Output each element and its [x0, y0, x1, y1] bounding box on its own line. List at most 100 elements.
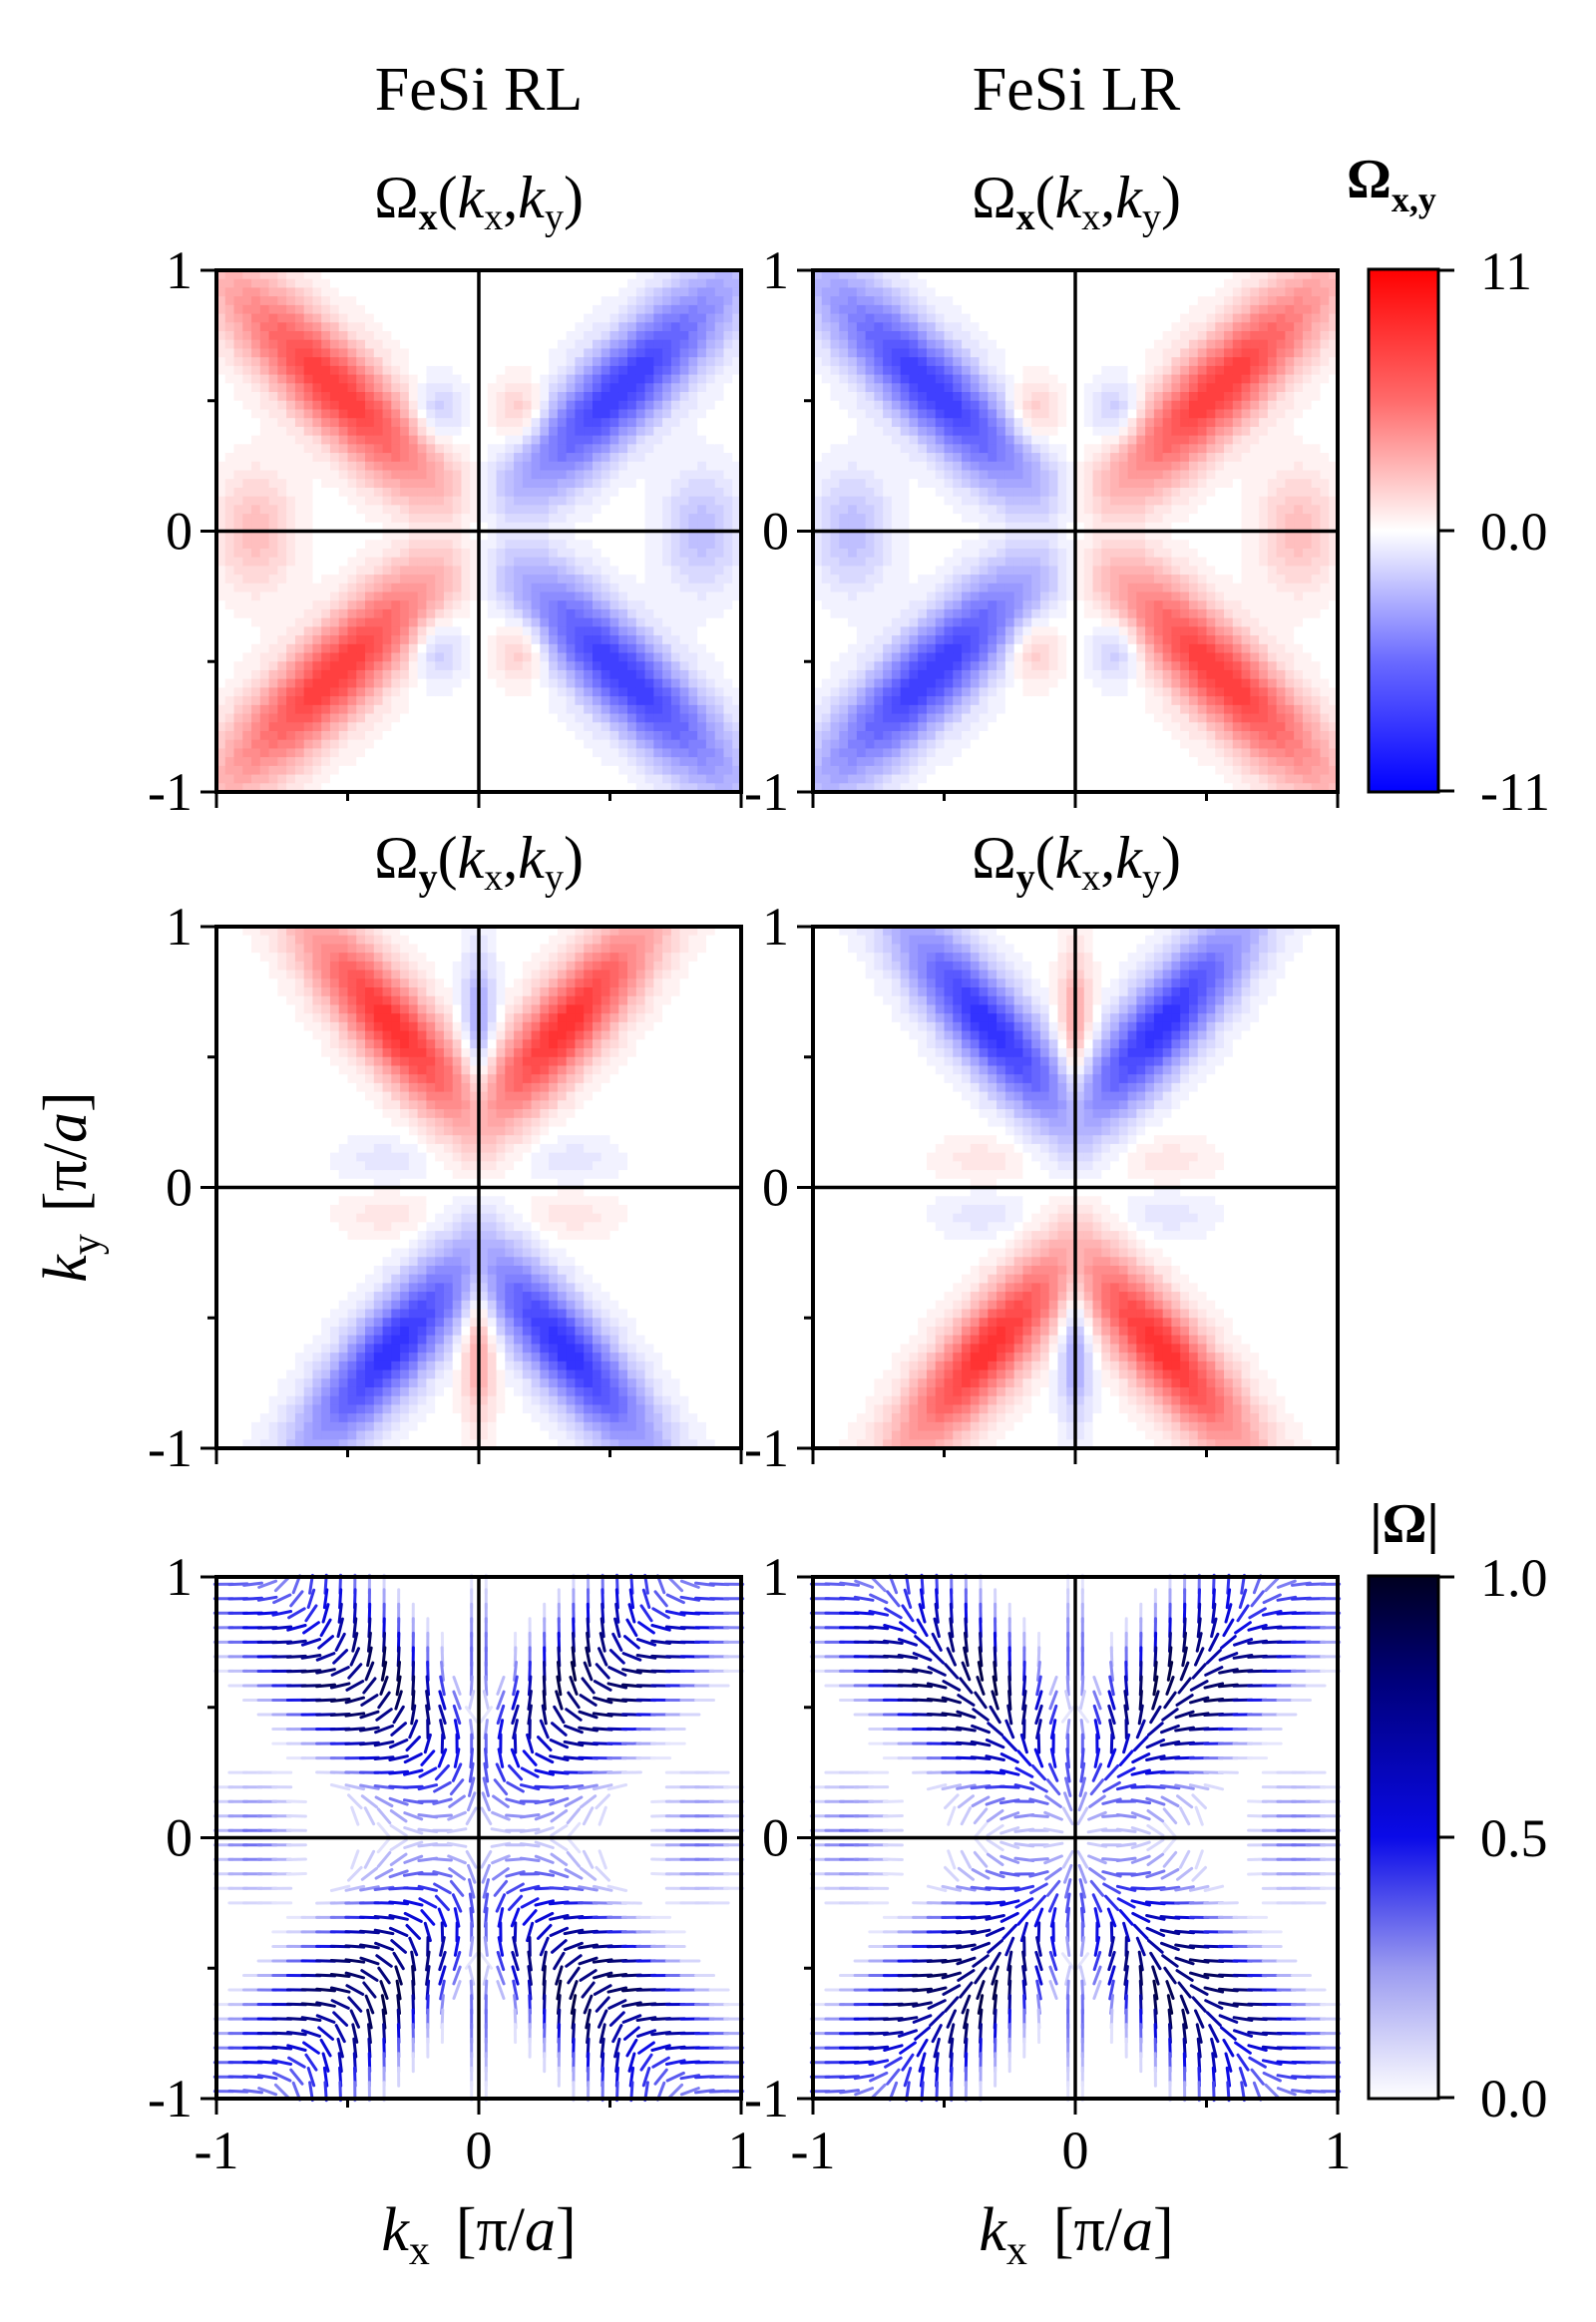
vector-arrow [1016, 1749, 1032, 1766]
vector-arrow [447, 1810, 467, 1821]
vector-arrow [961, 1661, 972, 1682]
vector-arrow [570, 1994, 578, 2015]
vector-arrow [1102, 1780, 1121, 1793]
vector-arrow [493, 1778, 509, 1796]
vector-arrow [304, 1604, 318, 1623]
vector-arrow [513, 1921, 518, 1943]
vector-arrow [964, 1631, 969, 1653]
vector-arrow [839, 2089, 860, 2095]
vector-arrow [1138, 1690, 1143, 1711]
vector-arrow [580, 1794, 598, 1809]
vector-arrow [1006, 1950, 1013, 1972]
vector-arrow [625, 1618, 638, 1638]
vector-arrow [452, 1950, 462, 1972]
vector-arrow [317, 2026, 334, 2041]
vector-arrow [611, 1632, 623, 1652]
vector-arrow [1203, 1783, 1225, 1791]
vector-arrow [1042, 1827, 1064, 1834]
vector-arrow [1079, 1761, 1086, 1783]
vector-arrow [271, 2059, 293, 2066]
vector-arrow [1194, 2009, 1205, 2029]
vector-arrow [1204, 1666, 1224, 1677]
vector-arrow [329, 1682, 351, 1690]
vector-arrow [469, 1675, 474, 1697]
vector-arrow [971, 1868, 991, 1880]
vector-arrow [1101, 1797, 1122, 1805]
vector-arrow [1178, 1806, 1191, 1826]
vector-arrow [1109, 1921, 1114, 1943]
vector-arrow [897, 2029, 918, 2038]
vector-arrow [423, 1921, 432, 1943]
vector-arrow [1021, 1675, 1027, 1697]
vector-arrow [302, 2041, 320, 2055]
vector-arrow [956, 1783, 977, 1790]
vector-arrow [1218, 2014, 1239, 2024]
vector-arrow [549, 1796, 570, 1806]
vector-arrow [912, 1987, 933, 1993]
vector-arrow [1060, 1706, 1075, 1724]
vector-arrow [1021, 1690, 1027, 1711]
vector-arrow [621, 1668, 642, 1675]
col-title-rl: FeSi RL [375, 56, 583, 124]
vector-arrow [1189, 1984, 1209, 1996]
vector-arrow [929, 1649, 946, 1665]
vector-arrow [1146, 1823, 1165, 1837]
vector-arrow [395, 1675, 402, 1697]
vector-arrow [1174, 1710, 1195, 1720]
vector-arrow [446, 1841, 468, 1848]
axes-r2-c0-ytick-0: 1 [166, 1547, 193, 1607]
vector-arrow [985, 1796, 1005, 1806]
vector-arrow [1013, 1884, 1035, 1892]
vector-arrow [1108, 1936, 1115, 1957]
svg-text:Ωx(kx,ky): Ωx(kx,ky) [374, 165, 584, 238]
axes-r1-c0 [200, 925, 743, 1464]
vector-arrow [1224, 1603, 1233, 1624]
vector-arrow [329, 1973, 351, 1978]
vector-arrow [1176, 1794, 1194, 1809]
vector-arrow [1189, 1696, 1210, 1705]
vector-arrow [1101, 1870, 1122, 1878]
vector-arrow [483, 1936, 489, 1957]
vector-arrow [351, 1632, 359, 1653]
vector-arrow [1189, 1971, 1210, 1980]
vector-arrow [1218, 2001, 1239, 2008]
vector-arrow [582, 1806, 595, 1826]
axes-r2-c1-ytick-1: 0 [762, 1808, 789, 1868]
vector-arrow [420, 1749, 436, 1766]
vector-arrow [376, 1850, 392, 1868]
vector-arrow [1247, 2044, 1268, 2052]
vector-arrow [349, 1647, 360, 1667]
colorbar-omega-xy-label-min: -11 [1480, 762, 1550, 822]
vector-arrow [1195, 1632, 1203, 1653]
vector-arrow [901, 2053, 915, 2072]
vector-arrow [1064, 1892, 1071, 1914]
vector-arrow [623, 1635, 640, 1650]
vector-arrow [1145, 1739, 1166, 1749]
vector-arrow [527, 1950, 533, 1972]
vector-arrow [373, 1915, 395, 1920]
vector-arrow [1107, 1950, 1116, 1972]
vector-arrow [926, 1973, 948, 1978]
vector-arrow [1036, 1733, 1041, 1754]
vector-arrow [1248, 1607, 1267, 1620]
vector-arrow [1130, 1811, 1151, 1821]
vector-arrow [408, 1719, 419, 1740]
vector-arrow [1061, 1850, 1074, 1869]
vector-arrow [1065, 1747, 1070, 1769]
vector-arrow [853, 2074, 875, 2081]
vector-arrow [1137, 1950, 1144, 1972]
vector-arrow [1048, 1965, 1058, 1986]
vector-arrow [956, 1943, 977, 1950]
vector-arrow [869, 1593, 889, 1605]
vector-arrow [1078, 1690, 1086, 1711]
vector-arrow [344, 1958, 366, 1964]
vector-arrow [1238, 1588, 1248, 1609]
vector-arrow [1115, 1813, 1137, 1819]
vector-arrow [469, 1747, 474, 1769]
axes-r0-c1 [797, 268, 1340, 808]
vector-arrow [534, 1840, 555, 1849]
vector-arrow [1092, 1965, 1102, 1986]
vector-arrow [986, 1823, 1004, 1837]
axes-bottom-lr-xtick-0: -1 [791, 2121, 836, 2180]
vector-arrow [1092, 1704, 1102, 1726]
